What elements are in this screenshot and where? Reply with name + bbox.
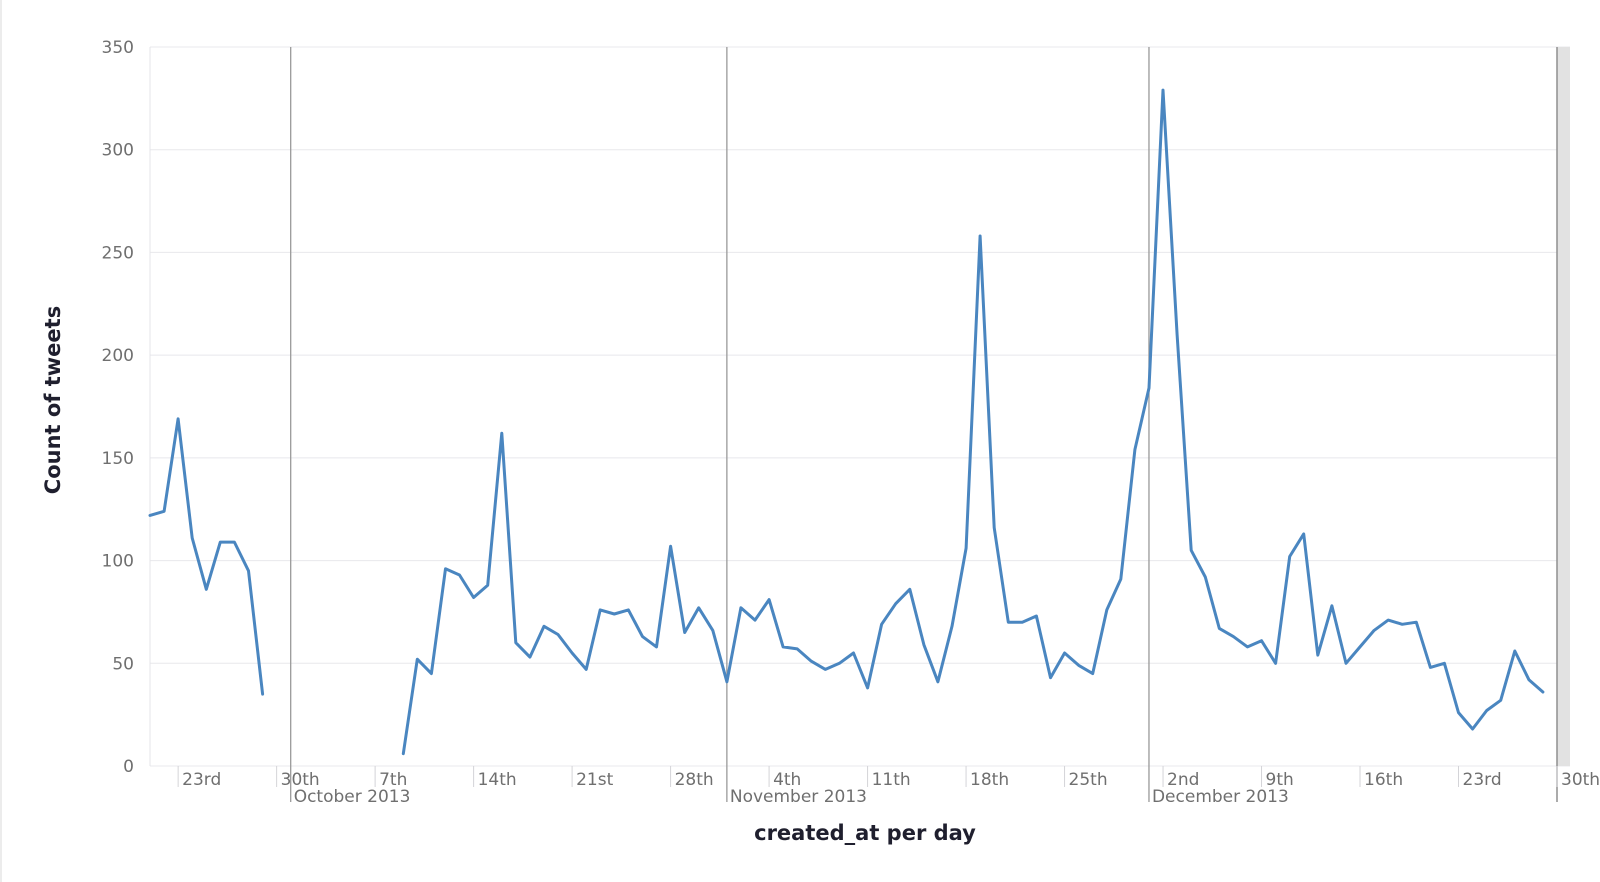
y-tick-label: 50 bbox=[112, 654, 134, 674]
month-boundaries: October 2013 November 2013 December 2013 bbox=[290, 47, 1289, 807]
x-tick-label: 7th bbox=[379, 770, 407, 790]
y-tick-label: 200 bbox=[102, 346, 134, 366]
x-tick-label: 30th bbox=[1561, 770, 1600, 790]
x-tick-label: 2nd bbox=[1167, 770, 1199, 790]
y-axis-title: Count of tweets bbox=[41, 306, 65, 494]
series-line-segment bbox=[401, 88, 1545, 756]
x-tick-label: 28th bbox=[675, 770, 714, 790]
y-tick-label: 300 bbox=[102, 141, 134, 161]
x-tick-label: 14th bbox=[478, 770, 517, 790]
x-tick-label: 23rd bbox=[182, 770, 221, 790]
x-tick-label: 30th bbox=[281, 770, 320, 790]
y-tick-label: 150 bbox=[102, 449, 134, 469]
y-tick-label: 350 bbox=[102, 38, 134, 58]
month-label: December 2013 bbox=[1152, 787, 1289, 807]
y-tick-label: 0 bbox=[123, 757, 134, 777]
x-tick-label: 16th bbox=[1364, 770, 1403, 790]
gridlines bbox=[150, 46, 1570, 767]
y-tick-label: 100 bbox=[102, 552, 134, 572]
y-tick-label: 250 bbox=[102, 243, 134, 263]
x-tick-label: 25th bbox=[1069, 770, 1108, 790]
x-tick-label: 4th bbox=[773, 770, 801, 790]
x-tick-label: 9th bbox=[1266, 770, 1294, 790]
axes: 0 50 100 150 200 250 300 350 23rd 30th 7th 14th 21st… bbox=[102, 38, 1600, 802]
series-line-segment bbox=[148, 417, 265, 696]
x-tick-label: 11th bbox=[872, 770, 911, 790]
plot-edge-band bbox=[1557, 47, 1570, 766]
series-lines bbox=[148, 88, 1545, 756]
x-tick-label: 18th bbox=[970, 770, 1009, 790]
x-tick-label: 23rd bbox=[1463, 770, 1502, 790]
month-label: October 2013 bbox=[294, 787, 411, 807]
x-axis-title: created_at per day bbox=[754, 821, 976, 845]
month-label: November 2013 bbox=[730, 787, 867, 807]
x-tick-label: 21st bbox=[576, 770, 613, 790]
